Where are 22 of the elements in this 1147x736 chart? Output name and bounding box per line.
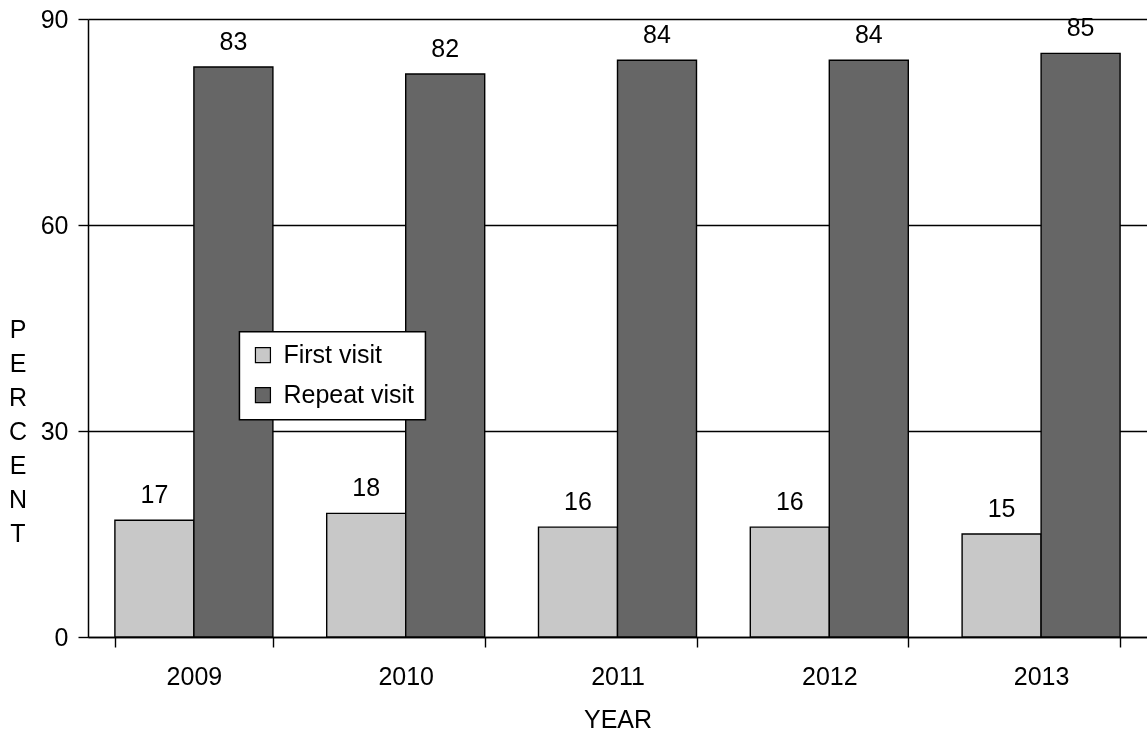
x-tick-label: 2012	[801, 661, 858, 690]
x-tick-label: 2009	[166, 661, 223, 690]
data-label: 83	[219, 27, 248, 56]
y-tick-label: 60	[40, 210, 69, 239]
legend-label: First visit	[283, 340, 383, 369]
data-label: 15	[987, 494, 1016, 522]
data-label: 84	[643, 20, 671, 49]
legend-label: Repeat visit	[283, 380, 415, 409]
data-label: 16	[564, 487, 592, 516]
x-axis-title: YEAR	[583, 704, 653, 733]
data-label: 16	[775, 487, 804, 516]
data-label: 17	[140, 480, 169, 509]
data-label: 82	[431, 33, 460, 62]
x-tick-label: 2010	[378, 661, 435, 690]
y-tick-label: 90	[40, 4, 69, 33]
y-tick-label: 30	[40, 416, 69, 445]
y-tick-label: 0	[54, 622, 69, 651]
data-label: 84	[854, 20, 883, 49]
x-tick-label: 2011	[591, 661, 645, 690]
data-label: 18	[352, 473, 381, 502]
x-tick-label: 2013	[1013, 661, 1070, 690]
y-axis-title: PERCENT	[8, 315, 28, 547]
